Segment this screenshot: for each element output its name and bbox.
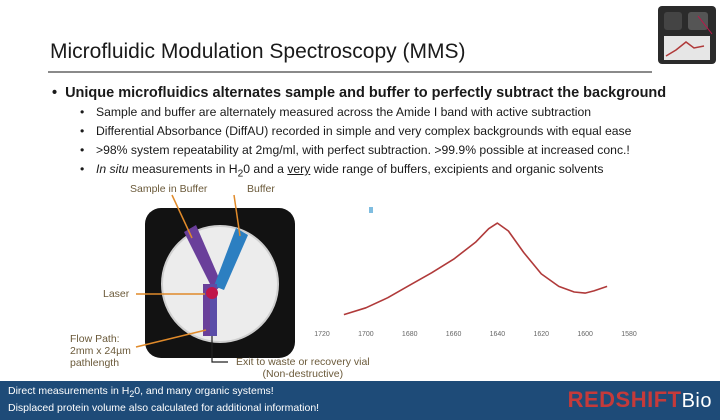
label-sample-in-buffer: Sample in Buffer	[130, 183, 208, 195]
x-tick-label: 1680	[402, 331, 418, 338]
footer-line-2: Displaced protein volume also calculated…	[8, 402, 320, 414]
bullet-marker: •	[80, 124, 85, 138]
bullet4-part1: measurements in H	[128, 162, 238, 176]
footer-line1-pre: Direct measurements in H	[8, 385, 130, 397]
leader-exit	[211, 336, 228, 363]
bullet-marker: •	[80, 105, 85, 119]
sub-bullet-text: >98% system repeatability at 2mg/ml, wit…	[96, 143, 630, 157]
label-exit: Exit to waste or recovery vial (Non-dest…	[236, 356, 370, 380]
buffer-channel	[214, 228, 248, 290]
footer-bar: Direct measurements in H20, and many org…	[0, 381, 720, 420]
bullet-marker: •	[52, 85, 58, 101]
bullet-marker: •	[80, 162, 85, 176]
leader-sample	[171, 194, 193, 239]
in-situ-text: In situ	[96, 162, 129, 176]
footer-line1-post: 0, and many organic systems!	[134, 385, 274, 397]
x-tick-label: 1700	[358, 331, 374, 338]
x-tick-label: 1620	[533, 331, 549, 338]
bullet4-part2: 0 and a	[243, 162, 288, 176]
exit-line-2: (Non-destructive)	[262, 368, 344, 380]
flow-line-1: Flow Path:	[70, 333, 120, 345]
spectrum-series-line	[343, 222, 608, 316]
series-lines	[343, 222, 608, 316]
main-bullet: • Unique microfluidics alternates sample…	[52, 85, 712, 101]
x-tick-label: 1640	[490, 331, 506, 338]
leader-buffer	[233, 194, 241, 237]
label-buffer: Buffer	[247, 183, 275, 195]
bullet-marker: •	[80, 143, 85, 157]
presenter-thumbnail	[658, 6, 716, 64]
slide-title: Microfluidic Modulation Spectroscopy (MM…	[50, 40, 466, 63]
x-tick-label: 1660	[446, 331, 462, 338]
x-tick-label: 1580	[621, 331, 637, 338]
label-flow-path: Flow Path: 2mm x 24µm pathlength	[70, 333, 131, 369]
sub-bullet-text: Differential Absorbance (DiffAU) recorde…	[96, 124, 632, 138]
bullet-list: • Unique microfluidics alternates sample…	[52, 85, 712, 181]
x-tick-label: 1720	[314, 331, 330, 338]
title-divider	[48, 71, 652, 73]
laser-spot	[206, 287, 218, 299]
flow-line-2: 2mm x 24µm	[70, 345, 131, 357]
chart-cursor-mark	[369, 207, 373, 213]
logo-main: REDSHIFT	[567, 387, 682, 412]
sub-bullet: • In situ measurements in H20 and a very…	[80, 162, 712, 181]
logo-suffix: Bio	[681, 390, 712, 412]
leader-flow	[135, 329, 207, 348]
bullet4-subscript: 2	[237, 168, 244, 180]
bullet4-underlined: very	[287, 162, 311, 176]
sample-channel	[184, 225, 222, 292]
thumbnail-image	[664, 12, 713, 60]
sub-bullet: • >98% system repeatability at 2mg/ml, w…	[80, 143, 712, 158]
main-bullet-text: Unique microfluidics alternates sample a…	[65, 85, 667, 101]
sub-bullet-text: In situ measurements in H20 and a very w…	[96, 162, 603, 181]
exit-line-1: Exit to waste or recovery vial	[236, 356, 370, 368]
sub-bullet: • Differential Absorbance (DiffAU) recor…	[80, 124, 712, 139]
footer-line-1: Direct measurements in H20, and many org…	[8, 385, 274, 399]
bullet4-part3: wide range of buffers, excipients and or…	[310, 162, 604, 176]
sub-bullet: • Sample and buffer are alternately meas…	[80, 105, 712, 120]
flow-line-3: pathlength	[70, 357, 120, 369]
redshift-bio-logo: REDSHIFTBio	[568, 387, 712, 413]
x-axis-ticks: 1720 1700 1680 1660 1640 1620 1600 1580	[314, 331, 637, 338]
x-tick-label: 1600	[577, 331, 593, 338]
label-laser: Laser	[103, 288, 130, 300]
footer-line1-sub: 2	[129, 389, 135, 400]
sub-bullet-text: Sample and buffer are alternately measur…	[96, 105, 591, 119]
